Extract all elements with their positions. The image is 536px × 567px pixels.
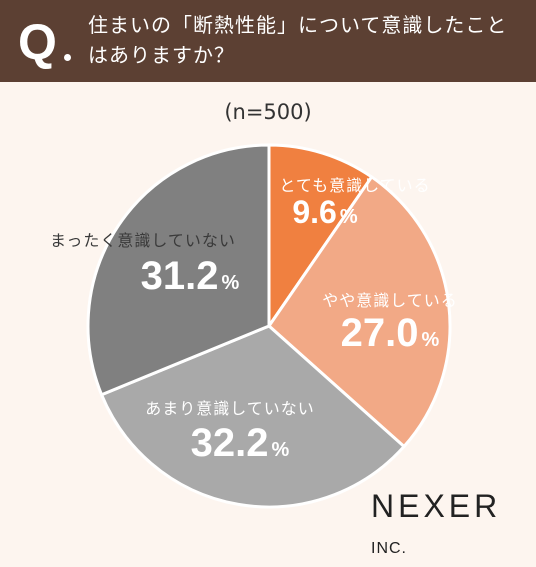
slice-value-number: 31.2 bbox=[140, 254, 219, 298]
question-header: Q 住まいの「断熱性能」について意識したことはありますか？ bbox=[0, 0, 536, 82]
slice-somewhat-conscious bbox=[267, 175, 452, 449]
percent-unit: % bbox=[221, 272, 240, 294]
percent-unit: % bbox=[271, 439, 290, 461]
slice-very-conscious bbox=[267, 143, 374, 328]
slice-not-at-all-conscious bbox=[86, 143, 271, 397]
logo-suffix: INC. bbox=[371, 540, 407, 557]
slice-value-somewhat-conscious: 27.0% bbox=[310, 311, 470, 356]
logo-name: NEXER bbox=[371, 488, 502, 524]
slice-label-somewhat-conscious: やや意識している bbox=[322, 291, 458, 310]
slice-not-very-conscious bbox=[100, 324, 406, 509]
pie-chart bbox=[86, 143, 452, 509]
slice-value-not-very-conscious: 32.2% bbox=[150, 421, 330, 466]
slice-value-not-at-all-conscious: 31.2% bbox=[105, 254, 275, 299]
question-mark-dot bbox=[64, 54, 71, 61]
sample-size: (n=500) bbox=[224, 100, 312, 124]
slice-value-number: 9.6 bbox=[292, 194, 337, 230]
slice-value-very-conscious: 9.6% bbox=[270, 194, 380, 231]
nexer-logo: NEXER INC. bbox=[371, 488, 536, 567]
slice-label-very-conscious: とても意識している bbox=[279, 176, 431, 195]
percent-unit: % bbox=[339, 206, 358, 228]
slice-label-not-at-all-conscious: まったく意識していない bbox=[50, 231, 236, 250]
question-mark: Q bbox=[18, 14, 57, 70]
slice-value-number: 27.0 bbox=[340, 311, 419, 355]
slice-label-not-very-conscious: あまり意識していない bbox=[145, 399, 315, 418]
question-text: 住まいの「断熱性能」について意識したことはありますか？ bbox=[88, 13, 508, 67]
slice-value-number: 32.2 bbox=[190, 421, 269, 465]
percent-unit: % bbox=[421, 329, 440, 351]
